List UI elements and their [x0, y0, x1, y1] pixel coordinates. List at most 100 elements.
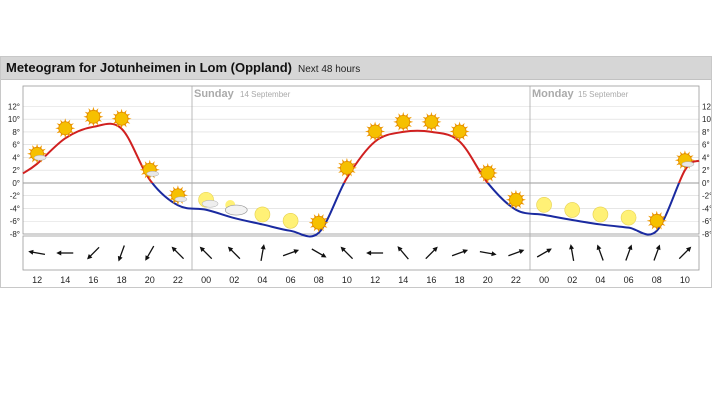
wind-arrow-20 [596, 244, 604, 261]
y-tick-right-1: 10° [702, 115, 711, 124]
sun-ray-0 [521, 198, 526, 201]
y-tick-left-8: -4° [10, 204, 20, 213]
sun-ray-6 [365, 130, 370, 133]
weather-symbol-moon-20 [592, 206, 609, 223]
weather-symbol-partly-sun-4 [139, 159, 160, 180]
sun-ray-3 [683, 166, 687, 171]
wind-arrow-7 [227, 246, 241, 260]
y-tick-left-4: 4° [12, 153, 20, 162]
y-tick-left-1: 10° [8, 115, 20, 124]
day-name-0: Sunday [194, 88, 235, 100]
sun-ray-6 [308, 221, 313, 224]
sun-disc [452, 124, 467, 139]
sun-ray-0 [324, 221, 329, 224]
sun-disc [509, 192, 523, 207]
y-tick-left-6: 0° [12, 179, 20, 188]
y-tick-right-8: -4° [702, 204, 711, 213]
wind-head [546, 248, 552, 254]
sun-ray-3 [402, 127, 405, 132]
sun-ray-0 [493, 171, 498, 175]
y-tick-right-6: 0° [702, 179, 710, 188]
forecast-period: Next 48 hours [298, 64, 361, 75]
cloud-body [224, 204, 248, 216]
temperature-curve [22, 122, 700, 238]
sun-ray-0 [437, 120, 442, 124]
small-cloud [174, 196, 188, 203]
wind-head [491, 251, 497, 257]
sun-disc [480, 166, 495, 180]
hour-label-10: 08 [314, 275, 324, 285]
hour-label-23: 10 [680, 275, 690, 285]
hour-label-2: 16 [88, 275, 98, 285]
hour-label-1: 14 [60, 275, 70, 285]
temperature-point-18 [543, 214, 545, 216]
small-cloud [201, 200, 219, 208]
hour-label-6: 00 [201, 275, 211, 285]
sun-ray-6 [139, 168, 144, 171]
sun-ray-0 [662, 219, 667, 223]
sun-ray-9 [35, 143, 39, 148]
wind-head [518, 249, 525, 254]
sun-ray-3 [92, 122, 95, 127]
sun-ray-0 [409, 120, 414, 124]
sun-disc [368, 124, 382, 139]
small-cloud [146, 171, 159, 177]
weather-symbol-moon-8 [254, 206, 271, 223]
hour-label-19: 02 [567, 275, 577, 285]
y-tick-right-2: 8° [702, 128, 710, 137]
wind-arrow-11 [340, 246, 354, 260]
weather-symbol-sun-22 [646, 210, 667, 231]
y-tick-right-0: 12° [702, 102, 711, 111]
weather-symbol-cloud-7 [224, 200, 248, 216]
wind-arrow-15 [451, 249, 469, 257]
wind-arrow-13 [397, 246, 409, 260]
hour-label-22: 08 [652, 275, 662, 285]
weather-symbol-partly-sun-23 [674, 150, 695, 171]
sun-ray-6 [55, 127, 60, 130]
weather-symbol-sun-2 [83, 106, 104, 127]
wind-arrow-9 [282, 249, 300, 257]
y-tick-right-5: 2° [702, 166, 710, 175]
wind-arrow-0 [28, 249, 46, 256]
y-tick-left-7: -2° [10, 192, 20, 201]
weather-symbol-sun-11 [336, 157, 357, 178]
temperature-point-9 [289, 230, 291, 232]
wind-arrow-12 [366, 250, 384, 256]
wind-head [655, 244, 661, 251]
wind-head [596, 244, 602, 251]
wind-head [462, 249, 469, 254]
weather-symbol-moon-18 [536, 197, 552, 213]
title-text: Meteogram for Jotunheimen in Lom (Opplan… [6, 60, 292, 75]
weather-symbol-partly-sun-5 [167, 185, 188, 206]
sun-disc [340, 160, 354, 175]
weather-symbol-partly-sun-0 [27, 143, 48, 164]
wind-head [366, 250, 372, 256]
sun-ray-6 [336, 166, 342, 170]
moon-disc [620, 209, 637, 226]
weather-symbol-sun-16 [477, 162, 498, 183]
y-tick-left-9: -6° [10, 217, 20, 226]
wind-head [260, 244, 266, 250]
sun-ray-0 [352, 166, 357, 170]
temperature-line-warm [22, 122, 700, 183]
sun-ray-6 [111, 117, 116, 120]
wind-head [293, 249, 300, 254]
weather-symbol-sun-15 [449, 121, 470, 142]
small-cloud [681, 161, 695, 167]
wind-head [199, 246, 206, 252]
temperature-point-6 [205, 209, 207, 211]
wind-arrow-6 [199, 246, 213, 260]
sun-ray-3 [430, 127, 433, 132]
wind-head [117, 255, 123, 262]
sun-ray-9 [92, 106, 95, 111]
hour-label-18: 00 [539, 275, 549, 285]
wind-head [627, 244, 633, 251]
weather-symbol-sun-12 [365, 121, 386, 142]
hour-label-14: 16 [426, 275, 436, 285]
hour-label-4: 20 [145, 275, 155, 285]
wind-arrow-2 [87, 246, 100, 260]
wind-arrow-16 [479, 250, 497, 257]
moon-disc [282, 213, 299, 229]
hour-label-0: 12 [32, 275, 42, 285]
day-labels: Sunday 14 September Monday 15 September [191, 86, 629, 270]
